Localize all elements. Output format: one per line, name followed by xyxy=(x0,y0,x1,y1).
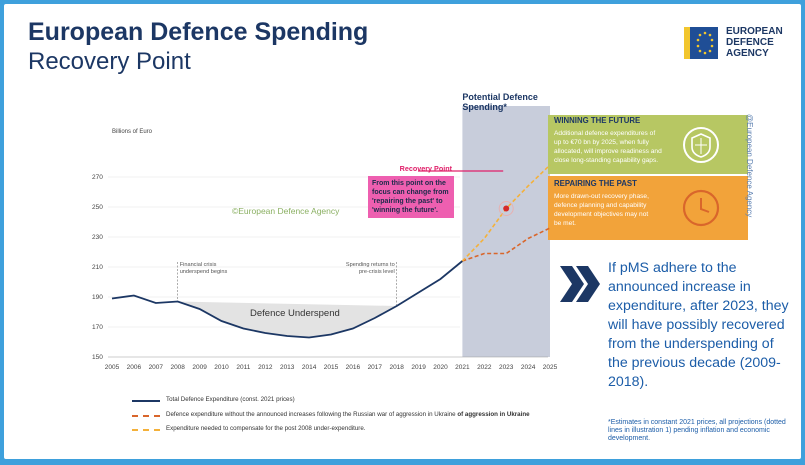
summary-text: If pMS adhere to the announced increase … xyxy=(608,260,789,390)
legend-swatch-without xyxy=(132,415,160,417)
x-tick-label: 2011 xyxy=(236,364,250,371)
underspend-label: Defence Underspend xyxy=(250,308,340,319)
recovery-point-ring xyxy=(498,201,514,216)
x-tick-label: 2013 xyxy=(280,364,295,371)
logo-line: EUROPEAN xyxy=(726,26,783,37)
future-text-line: close long-standing capability gaps. xyxy=(554,157,658,164)
x-tick-label: 2007 xyxy=(149,364,164,371)
crisis-label: Financial crisis xyxy=(180,262,217,268)
x-tick-label: 2017 xyxy=(368,364,383,371)
recovery-note-line: 'repairing the past' to xyxy=(372,198,443,205)
legend-label-total: Total Defence Expenditure (const. 2021 p… xyxy=(166,396,295,403)
x-tick-label: 2020 xyxy=(433,364,448,371)
underspend-area xyxy=(177,301,397,338)
x-tick-label: 2018 xyxy=(389,364,404,371)
y-tick-label: 250 xyxy=(92,204,103,211)
past-text-line: be met. xyxy=(554,220,576,227)
future-title: WINNING THE FUTURE xyxy=(554,116,640,125)
watermark: ©European Defence Agency xyxy=(232,206,340,216)
y-tick-label: 210 xyxy=(92,264,103,271)
recovery-point-dot xyxy=(503,205,510,212)
future-text: Additional defence expenditures of up to … xyxy=(554,130,662,164)
x-tick-label: 2014 xyxy=(302,364,317,371)
return-label: pre-crisis level xyxy=(359,269,395,275)
eda-logo: EUROPEAN DEFENCE AGENCY xyxy=(684,22,794,66)
x-tick-label: 2012 xyxy=(258,364,273,371)
x-tick-label: 2022 xyxy=(477,364,492,371)
potential-spending-label: Potential Defence xyxy=(462,92,538,102)
spending-chart: Potential Defence Spending* WINNING THE … xyxy=(92,92,754,371)
x-tick-label: 2008 xyxy=(170,364,185,371)
legend-label-without: Defence expenditure without the announce… xyxy=(166,411,530,418)
legend-swatch-needed xyxy=(132,429,160,431)
y-axis-label: Billions of Euro xyxy=(112,129,153,135)
y-tick-label: 150 xyxy=(92,354,103,361)
past-text: More drawn-out recovery phase, defence pl… xyxy=(554,193,649,227)
x-tick-label: 2010 xyxy=(214,364,229,371)
estimate-note: *Estimates in constant 2021 prices, all … xyxy=(608,419,786,442)
x-tick-label: 2009 xyxy=(192,364,207,371)
logo-wordmark: EUROPEAN DEFENCE AGENCY xyxy=(726,26,783,59)
page-subtitle: Recovery Point xyxy=(28,48,191,75)
recovery-note-line: From this point on the xyxy=(372,180,446,187)
x-tick-label: 2023 xyxy=(499,364,514,371)
recovery-note-line: focus can change from xyxy=(372,189,449,196)
double-chevron-icon xyxy=(560,266,600,302)
y-tick-label: 270 xyxy=(92,174,103,181)
page-title: European Defence Spending xyxy=(28,18,369,46)
x-tick-label: 2016 xyxy=(346,364,361,371)
side-watermark: @European Defence Agency xyxy=(745,114,754,217)
clock-icon xyxy=(682,189,720,227)
x-tick-label: 2006 xyxy=(127,364,142,371)
infographic-card: European Defence Spending Recovery Point… xyxy=(4,4,801,459)
potential-spending-label: Spending* xyxy=(462,102,507,112)
x-tick-label: 2019 xyxy=(411,364,426,371)
recovery-point-title: Recovery Point xyxy=(400,164,453,173)
past-title: REPAIRING THE PAST xyxy=(554,179,637,188)
legend-label-without-tail: of aggression in Ukraine xyxy=(457,411,530,418)
future-text-line: allocated, will improve readiness and xyxy=(554,148,662,155)
logo-line: DEFENCE xyxy=(726,37,774,48)
crisis-label: underspend begins xyxy=(180,269,228,275)
recovery-note-text: From this point on the focus can change f… xyxy=(372,180,449,214)
x-tick-label: 2015 xyxy=(324,364,339,371)
legend-swatch-total xyxy=(132,400,160,402)
eu-flag-icon xyxy=(684,27,718,59)
shield-icon xyxy=(683,127,719,163)
y-tick-label: 190 xyxy=(92,294,103,301)
future-text-line: Additional defence expenditures of xyxy=(554,130,655,137)
y-tick-label: 170 xyxy=(92,324,103,331)
series-line-0 xyxy=(111,260,463,339)
recovery-note-line: 'winning the future'. xyxy=(372,207,438,214)
return-label: Spending returns to xyxy=(346,262,395,268)
potential-spending-region xyxy=(462,106,550,357)
legend-label-without-main: Defence expenditure without the announce… xyxy=(166,411,456,418)
repairing-past-box: REPAIRING THE PAST More drawn-out recove… xyxy=(548,176,748,240)
summary-panel: If pMS adhere to the announced increase … xyxy=(552,252,797,457)
series-line-1 xyxy=(462,227,551,262)
winning-future-box: WINNING THE FUTURE Additional defence ex… xyxy=(548,115,748,174)
x-tick-label: 2005 xyxy=(105,364,120,371)
y-tick-label: 230 xyxy=(92,234,103,241)
past-text-line: defence planning and capability xyxy=(554,202,647,209)
future-text-line: up to €70 bn by 2025, when fully xyxy=(554,139,650,146)
x-tick-label: 2021 xyxy=(455,364,470,371)
past-text-line: development objectives may not xyxy=(554,211,648,218)
logo-line: AGENCY xyxy=(726,48,769,59)
x-tick-label: 2025 xyxy=(543,364,558,371)
past-text-line: More drawn-out recovery phase, xyxy=(554,193,649,200)
recovery-note-box xyxy=(368,176,454,218)
x-tick-label: 2024 xyxy=(521,364,536,371)
legend-label-needed: Expenditure needed to compensate for the… xyxy=(166,425,366,432)
